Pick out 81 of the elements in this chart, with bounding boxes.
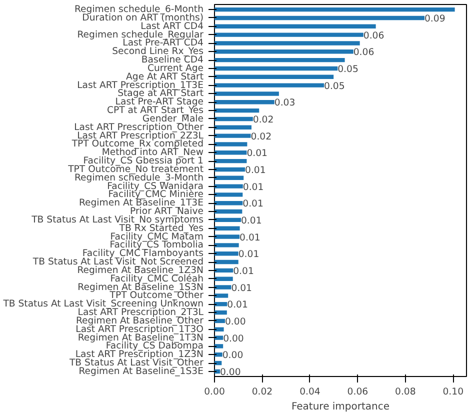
x-axis-title: Feature importance — [291, 402, 390, 412]
data-label: 0.01 — [238, 249, 260, 260]
bar — [214, 192, 243, 197]
bar — [214, 83, 324, 88]
bar — [214, 336, 224, 340]
data-label: 0.09 — [424, 13, 446, 24]
bar — [214, 318, 225, 324]
data-label: 0.01 — [240, 215, 262, 226]
data-label: 0.06 — [363, 30, 384, 42]
bar — [214, 226, 240, 230]
data-label: 0.02 — [252, 114, 274, 126]
data-label: 0.05 — [338, 64, 358, 75]
y-tick-label: Regimen At Baseline_Other — [76, 315, 204, 326]
bar — [214, 184, 243, 188]
bar — [214, 92, 279, 96]
data-label: 0.00 — [220, 366, 241, 378]
bar — [214, 352, 222, 357]
bar — [214, 150, 247, 155]
data-label: 0.01 — [246, 148, 268, 160]
bar — [214, 116, 253, 122]
data-label: 0.03 — [274, 98, 296, 109]
bar — [214, 24, 376, 28]
bar — [214, 32, 364, 37]
x-tick-label: 0.08 — [395, 386, 416, 398]
y-tick-label: Last ART CD4 — [140, 20, 204, 32]
data-label: 0.01 — [242, 182, 264, 193]
bar — [214, 327, 224, 332]
bar — [214, 108, 260, 113]
bar — [214, 66, 338, 71]
bar — [214, 209, 242, 214]
bar — [214, 167, 246, 172]
data-label: 0.01 — [233, 266, 254, 277]
x-tick-label: 0.04 — [300, 386, 320, 398]
bar — [214, 58, 345, 62]
y-tick-label: TPT Outcome_Rx completed — [70, 138, 204, 150]
data-label: 0.00 — [225, 316, 246, 328]
bar — [214, 260, 238, 264]
data-label: 0.01 — [242, 198, 264, 210]
x-tick-label: 0.00 — [204, 386, 225, 398]
bar — [214, 125, 252, 130]
data-label: 0.02 — [250, 131, 272, 142]
bar — [214, 218, 241, 222]
data-label: 0.00 — [222, 350, 244, 362]
y-tick-label: Last ART Prescription_Other — [74, 122, 204, 133]
data-label: 0.01 — [240, 232, 260, 244]
bar — [214, 268, 234, 273]
y-tick-label: Current Age — [147, 62, 204, 74]
bar — [214, 302, 228, 306]
data-label: 0.05 — [324, 80, 345, 92]
bar — [214, 134, 251, 138]
bar — [214, 50, 354, 54]
bar — [214, 310, 227, 315]
y-tick-label: Regimen schedule_Regular — [77, 29, 204, 40]
bar — [214, 16, 424, 20]
x-tick-label: 0.10 — [442, 386, 464, 398]
bar — [214, 41, 360, 46]
x-tick-label: 0.02 — [252, 386, 273, 398]
bar — [214, 252, 238, 256]
bar — [214, 294, 228, 298]
bar — [214, 285, 232, 290]
data-label: 0.01 — [245, 164, 266, 176]
bar — [214, 243, 239, 248]
y-tick-label: Gender_Male — [142, 113, 204, 124]
bar — [214, 344, 224, 348]
y-tick-label: Regimen At Baseline_1S3E — [78, 366, 204, 377]
bar — [214, 7, 455, 12]
data-label: 0.06 — [353, 47, 374, 58]
bar — [214, 234, 240, 239]
bar — [214, 201, 243, 206]
bar — [214, 100, 274, 104]
bar — [214, 176, 244, 180]
data-label: 0.01 — [231, 282, 252, 294]
data-label: 0.01 — [227, 300, 248, 311]
bar — [214, 74, 334, 79]
bar — [214, 276, 233, 281]
bar — [214, 158, 247, 164]
x-tick-label: 0.06 — [347, 386, 368, 398]
bar — [214, 142, 248, 146]
y-tick-label: Facility_CMC Coléah — [110, 273, 204, 284]
data-label: 0.00 — [223, 333, 244, 344]
y-tick-label: Regimen schedule_3-Month — [74, 172, 204, 184]
